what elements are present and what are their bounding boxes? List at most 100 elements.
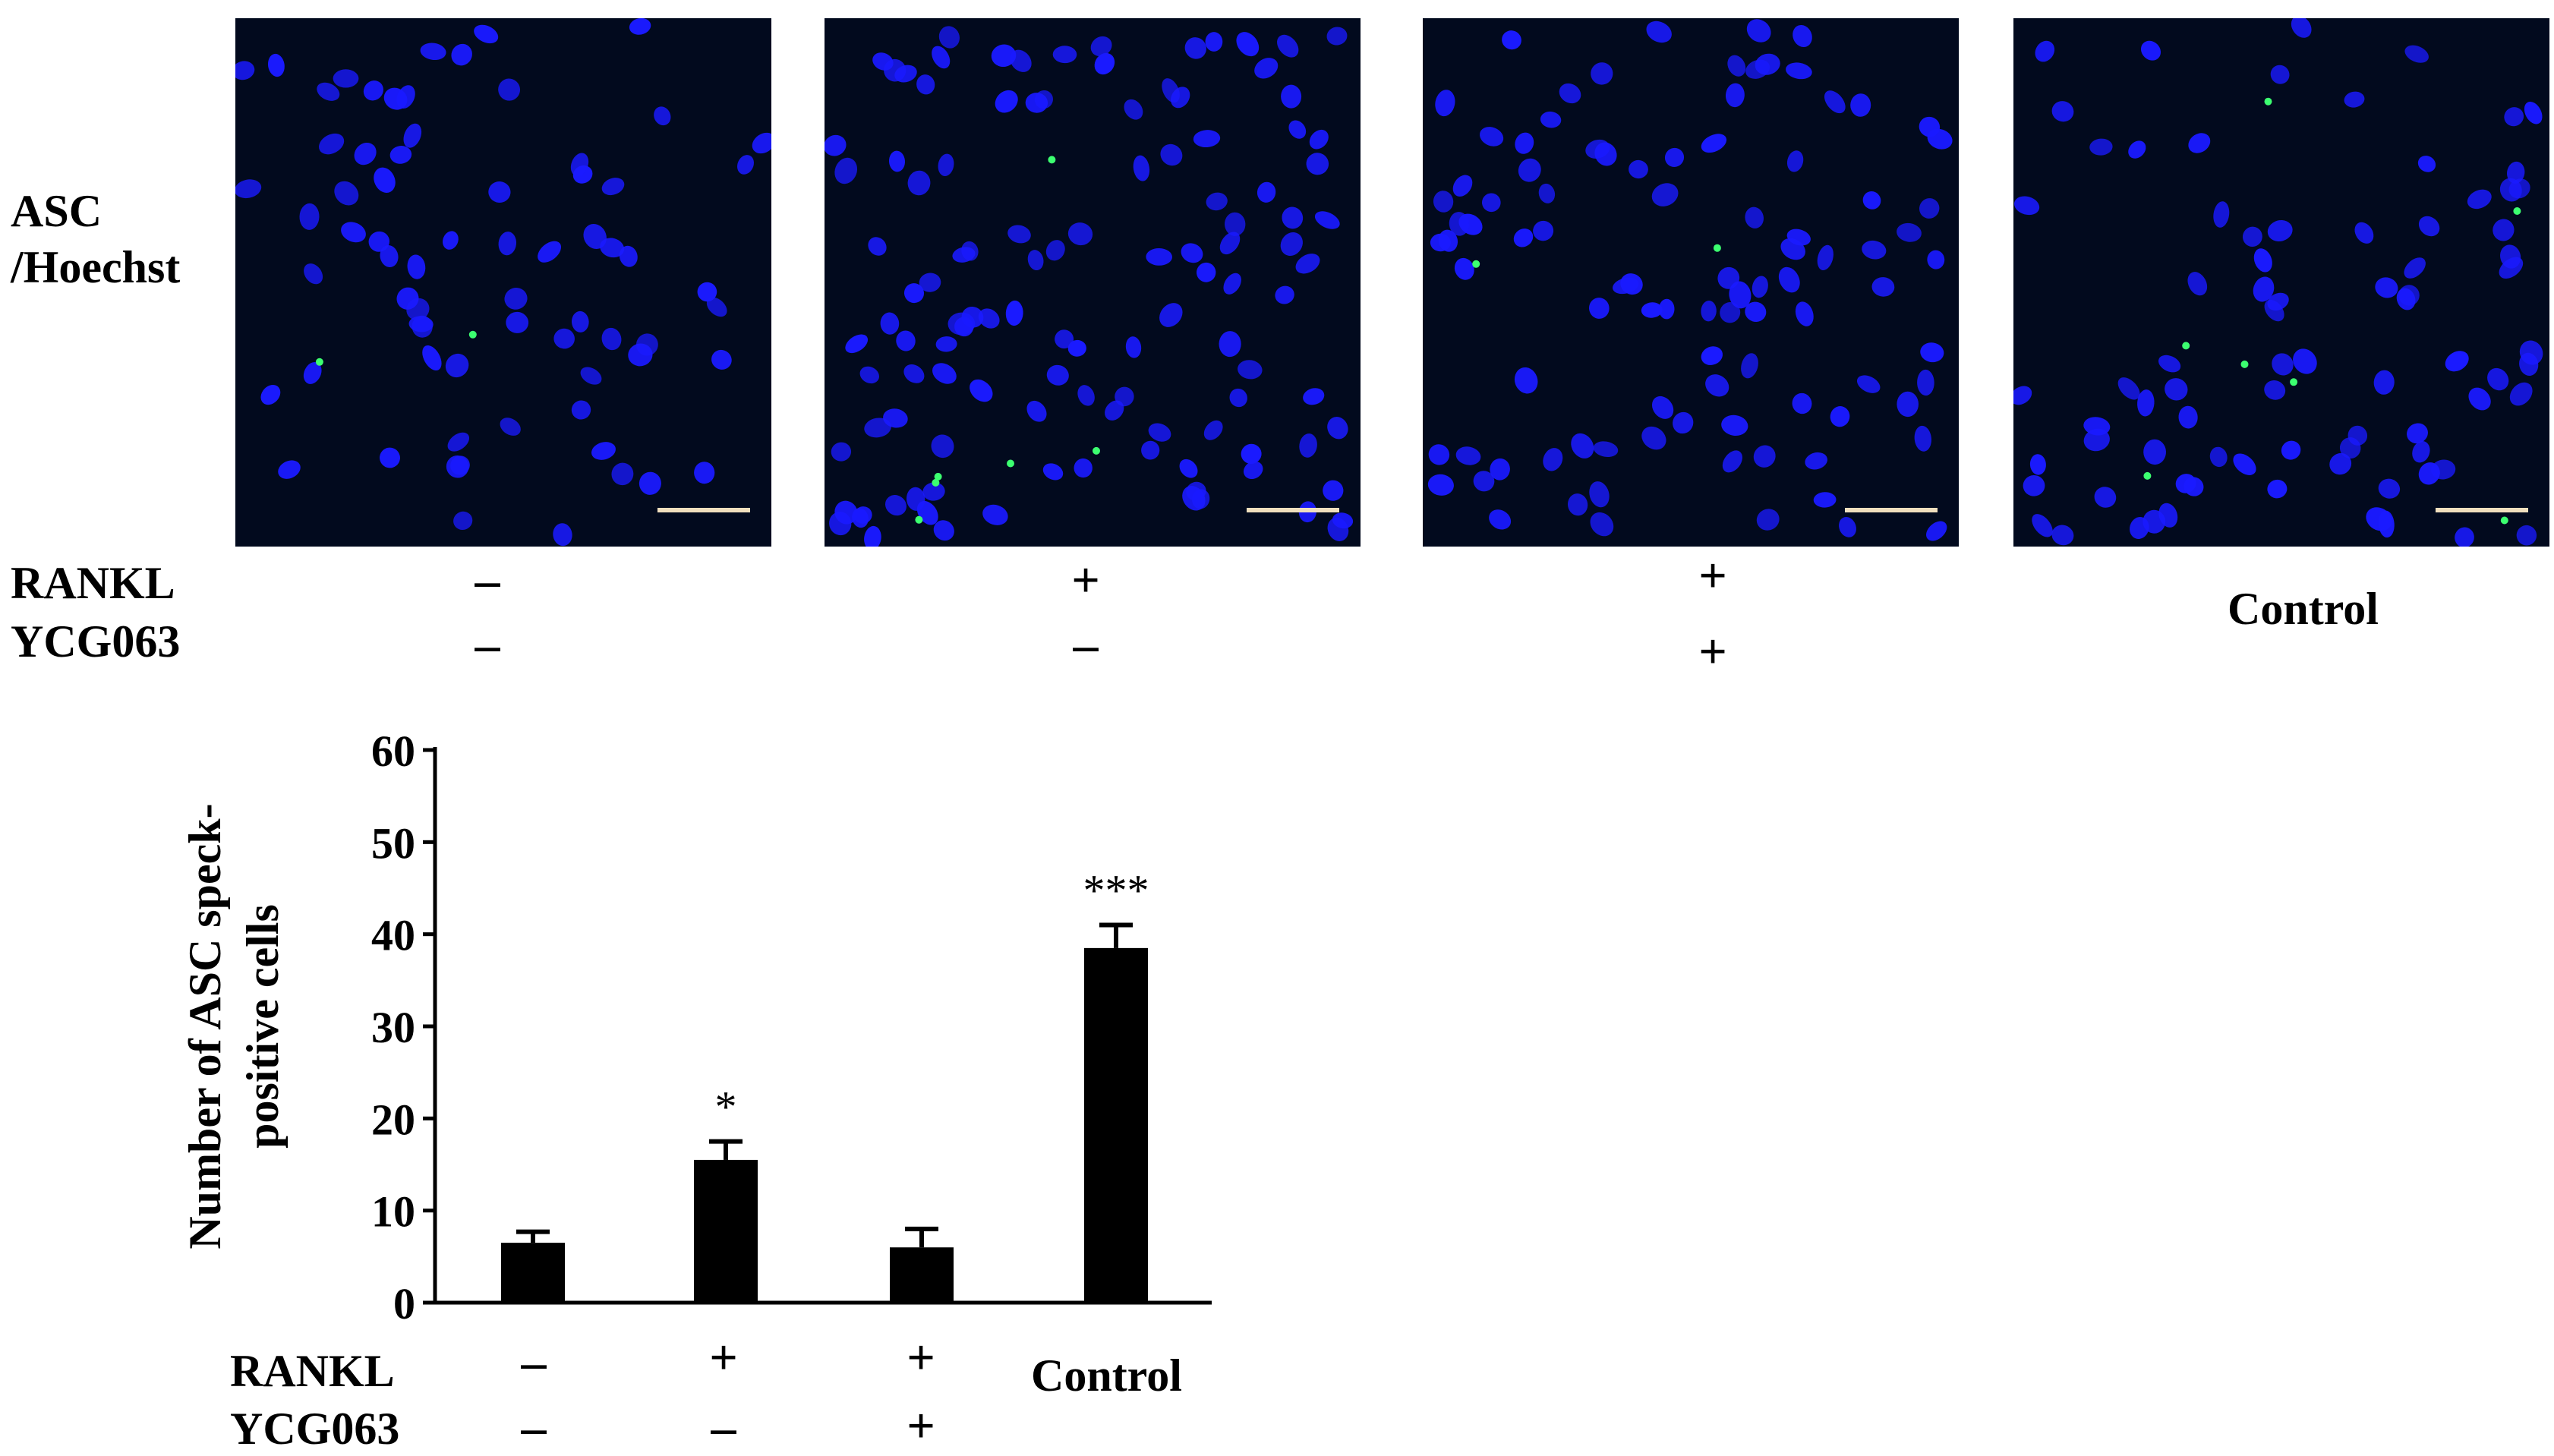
nucleus xyxy=(825,134,847,156)
nucleus xyxy=(1824,90,1846,114)
significance-label-4: *** xyxy=(1083,866,1149,916)
nucleus xyxy=(2500,244,2521,269)
nucleus xyxy=(411,315,433,338)
nucleus xyxy=(1752,276,1768,298)
nucleus xyxy=(2412,441,2430,463)
nucleus xyxy=(1919,116,1941,137)
nucleus xyxy=(2233,453,2256,475)
asc-speck xyxy=(1713,244,1721,252)
nucleus xyxy=(583,223,607,250)
asc-speck xyxy=(2513,207,2521,215)
nucleus xyxy=(1219,232,1241,255)
nucleus xyxy=(299,203,320,230)
nucleus xyxy=(629,18,651,35)
nucleus xyxy=(1299,433,1317,458)
nucleus xyxy=(2455,527,2474,547)
nucleus xyxy=(868,237,887,256)
nucleus xyxy=(1223,273,1241,295)
nucleus xyxy=(2083,417,2111,436)
nucleus xyxy=(570,153,589,177)
significance-label-2: * xyxy=(715,1083,737,1132)
nucleus xyxy=(2187,272,2208,296)
nucleus xyxy=(2209,446,2228,468)
nucleus xyxy=(1514,367,1538,394)
nucleus xyxy=(2504,107,2524,127)
nucleus xyxy=(1241,443,1262,465)
nucleus xyxy=(553,328,575,349)
nucleus xyxy=(853,506,872,524)
nucleus xyxy=(304,263,323,285)
nucleus xyxy=(2468,387,2491,411)
nucleus xyxy=(1721,414,1748,436)
nucleus xyxy=(571,310,589,332)
panel-3-rankl-sign: + xyxy=(1698,548,1727,604)
panel-4-control-label: Control xyxy=(2228,584,2379,634)
nucleus xyxy=(403,123,422,148)
asc-speck xyxy=(1093,446,1100,455)
nucleus xyxy=(1115,386,1134,407)
nucleus xyxy=(2023,474,2045,496)
nucleus xyxy=(706,297,727,317)
nucleus xyxy=(1862,191,1881,210)
nucleus xyxy=(383,87,408,110)
nucleus xyxy=(880,312,900,335)
nucleus xyxy=(2117,377,2140,400)
nucleus xyxy=(374,167,396,193)
nucleus xyxy=(1795,301,1814,326)
nucleus xyxy=(474,24,499,44)
nucleus xyxy=(938,153,954,176)
nucleus xyxy=(845,334,869,354)
nucleus xyxy=(498,232,517,256)
nucleus xyxy=(933,520,954,541)
nucleus xyxy=(2404,257,2426,279)
nucleus xyxy=(1428,444,1450,465)
nucleus xyxy=(1094,52,1115,75)
nucleus xyxy=(443,231,459,250)
nucleus xyxy=(611,462,634,486)
scale-bar xyxy=(2436,508,2528,512)
nucleus xyxy=(737,155,754,175)
nucleus xyxy=(916,74,935,95)
nucleus xyxy=(235,61,255,80)
nucleus xyxy=(1159,303,1183,327)
nucleus xyxy=(1309,129,1329,150)
nucleus xyxy=(2143,439,2167,465)
nucleus xyxy=(1727,55,1746,77)
nucleus xyxy=(2130,516,2149,540)
nucleus xyxy=(1125,336,1142,358)
nucleus xyxy=(451,43,472,66)
nucleus xyxy=(995,90,1018,113)
nucleus xyxy=(2188,133,2211,153)
y-tick-label: 50 xyxy=(371,818,415,868)
y-tick-label: 60 xyxy=(371,726,415,776)
nucleus xyxy=(2267,292,2289,311)
nucleus xyxy=(267,53,285,77)
nucleus xyxy=(970,379,993,402)
nucleus xyxy=(978,308,1000,329)
nucleus xyxy=(1257,181,1276,203)
nucleus xyxy=(2508,178,2530,199)
nucleus xyxy=(1306,153,1329,175)
nucleus xyxy=(1753,445,1776,468)
asc-speck xyxy=(1472,260,1480,268)
nucleus xyxy=(1327,417,1348,440)
nucleus xyxy=(864,525,881,547)
nucleus xyxy=(1518,158,1541,182)
nucleus xyxy=(982,504,1008,525)
nucleus xyxy=(2509,382,2533,406)
nucleus xyxy=(1515,132,1534,154)
nucleus xyxy=(896,330,916,351)
nucleus xyxy=(1722,450,1742,473)
nucleus xyxy=(1926,521,1947,541)
asc-speck xyxy=(915,515,923,524)
panel-2-rankl-sign: + xyxy=(1071,553,1100,608)
nucleus xyxy=(834,500,858,525)
nucleus xyxy=(2293,348,2317,374)
nucleus xyxy=(1664,147,1685,167)
nucleus xyxy=(638,471,661,495)
nucleus xyxy=(1786,62,1812,80)
nucleus xyxy=(538,241,562,263)
nucleus xyxy=(2013,386,2032,405)
nucleus xyxy=(504,288,528,310)
nucleus xyxy=(2375,277,2398,298)
